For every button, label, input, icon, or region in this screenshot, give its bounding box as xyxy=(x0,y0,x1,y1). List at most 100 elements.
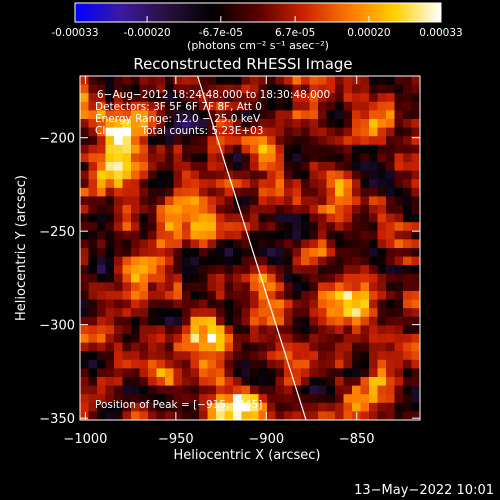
heatmap-cell xyxy=(199,256,209,266)
heatmap-cell xyxy=(199,153,209,163)
heatmap-cell xyxy=(131,127,141,137)
heatmap-cell xyxy=(352,127,362,137)
heatmap-cell xyxy=(139,213,149,223)
heatmap-cell xyxy=(80,342,90,352)
heatmap-cell xyxy=(241,119,251,129)
heatmap-cell xyxy=(326,256,336,266)
heatmap-cell xyxy=(216,162,226,172)
heatmap-cell xyxy=(301,136,311,146)
heatmap-cell xyxy=(224,144,234,154)
heatmap-cell xyxy=(284,273,294,283)
heatmap-cell xyxy=(318,119,328,129)
heatmap-cell xyxy=(386,248,396,258)
heatmap-cell xyxy=(309,411,319,420)
heatmap-cell xyxy=(267,385,277,395)
heatmap-cell xyxy=(377,119,387,129)
heatmap-cell xyxy=(309,179,319,189)
heatmap-cell xyxy=(369,170,379,180)
heatmap-cell xyxy=(403,411,413,420)
heatmap-cell xyxy=(199,205,209,215)
heatmap-cell xyxy=(97,239,107,249)
heatmap-cell xyxy=(386,153,396,163)
heatmap-cell xyxy=(318,127,328,137)
heatmap-cell xyxy=(233,273,243,283)
heatmap-cell xyxy=(233,187,243,197)
heatmap-cell xyxy=(88,127,98,137)
heatmap-cell xyxy=(360,213,370,223)
heatmap-cell xyxy=(182,205,192,215)
heatmap-cell xyxy=(360,84,370,94)
heatmap-cell xyxy=(369,76,379,86)
heatmap-cell xyxy=(275,351,285,361)
heatmap-cell xyxy=(97,119,107,129)
heatmap-cell xyxy=(114,377,124,387)
heatmap-cell xyxy=(309,334,319,344)
heatmap-cell xyxy=(207,162,217,172)
heatmap-cell xyxy=(403,127,413,137)
heatmap-cell xyxy=(369,144,379,154)
heatmap-cell xyxy=(131,256,141,266)
heatmap-cell xyxy=(139,76,149,86)
heatmap-cell xyxy=(369,196,379,206)
heatmap-cell xyxy=(411,377,420,387)
heatmap-cell xyxy=(88,93,98,103)
heatmap-cell xyxy=(267,273,277,283)
heatmap-cell xyxy=(326,101,336,111)
heatmap-cell xyxy=(284,76,294,86)
x-tick-label: −850 xyxy=(339,432,375,447)
heatmap-cell xyxy=(360,153,370,163)
heatmap-cell xyxy=(190,368,200,378)
x-axis-label: Heliocentric X (arcsec) xyxy=(174,448,321,463)
heatmap-cell xyxy=(267,127,277,137)
heatmap-cell xyxy=(233,368,243,378)
heatmap-cell xyxy=(267,153,277,163)
heatmap-cell xyxy=(258,385,268,395)
heatmap-cell xyxy=(148,368,158,378)
heatmap-cell xyxy=(292,222,302,232)
heatmap-cell xyxy=(403,170,413,180)
heatmap-cell xyxy=(122,282,132,292)
heatmap-cell xyxy=(182,325,192,335)
heatmap-cell xyxy=(394,196,404,206)
heatmap-cell xyxy=(394,110,404,120)
heatmap-cell xyxy=(377,76,387,86)
heatmap-cell xyxy=(114,299,124,309)
heatmap-cell xyxy=(369,411,379,420)
heatmap-cell xyxy=(250,265,260,275)
heatmap-cell xyxy=(377,93,387,103)
heatmap-cell xyxy=(275,162,285,172)
heatmap-cell xyxy=(309,248,319,258)
heatmap-cell xyxy=(173,359,183,369)
heatmap-cell xyxy=(182,342,192,352)
heatmap-cell xyxy=(199,239,209,249)
heatmap-cell xyxy=(352,342,362,352)
heatmap-cell xyxy=(216,359,226,369)
heatmap-cell xyxy=(88,342,98,352)
heatmap-cell xyxy=(139,359,149,369)
colorbar-units-label: (photons cm⁻² s⁻¹ asec⁻²) xyxy=(187,39,329,52)
heatmap-cell xyxy=(199,316,209,326)
heatmap-cell xyxy=(258,213,268,223)
heatmap-cell xyxy=(165,153,175,163)
heatmap-cell xyxy=(394,162,404,172)
heatmap-cell xyxy=(139,325,149,335)
heatmap-cell xyxy=(97,359,107,369)
heatmap-cell xyxy=(139,110,149,120)
heatmap-cell xyxy=(343,153,353,163)
heatmap-cell xyxy=(309,101,319,111)
heatmap-cell xyxy=(343,256,353,266)
heatmap-cell xyxy=(97,110,107,120)
heatmap-cell xyxy=(173,110,183,120)
heatmap-cell xyxy=(335,127,345,137)
heatmap-cell xyxy=(394,273,404,283)
heatmap-cell xyxy=(233,136,243,146)
heatmap-cell xyxy=(292,76,302,86)
heatmap-cell xyxy=(131,187,141,197)
heatmap-cell xyxy=(326,144,336,154)
heatmap-image xyxy=(80,76,420,420)
heatmap-cell xyxy=(122,299,132,309)
heatmap-cell xyxy=(275,76,285,86)
heatmap-cell xyxy=(267,196,277,206)
heatmap-cell xyxy=(250,334,260,344)
heatmap-cell xyxy=(131,402,141,412)
